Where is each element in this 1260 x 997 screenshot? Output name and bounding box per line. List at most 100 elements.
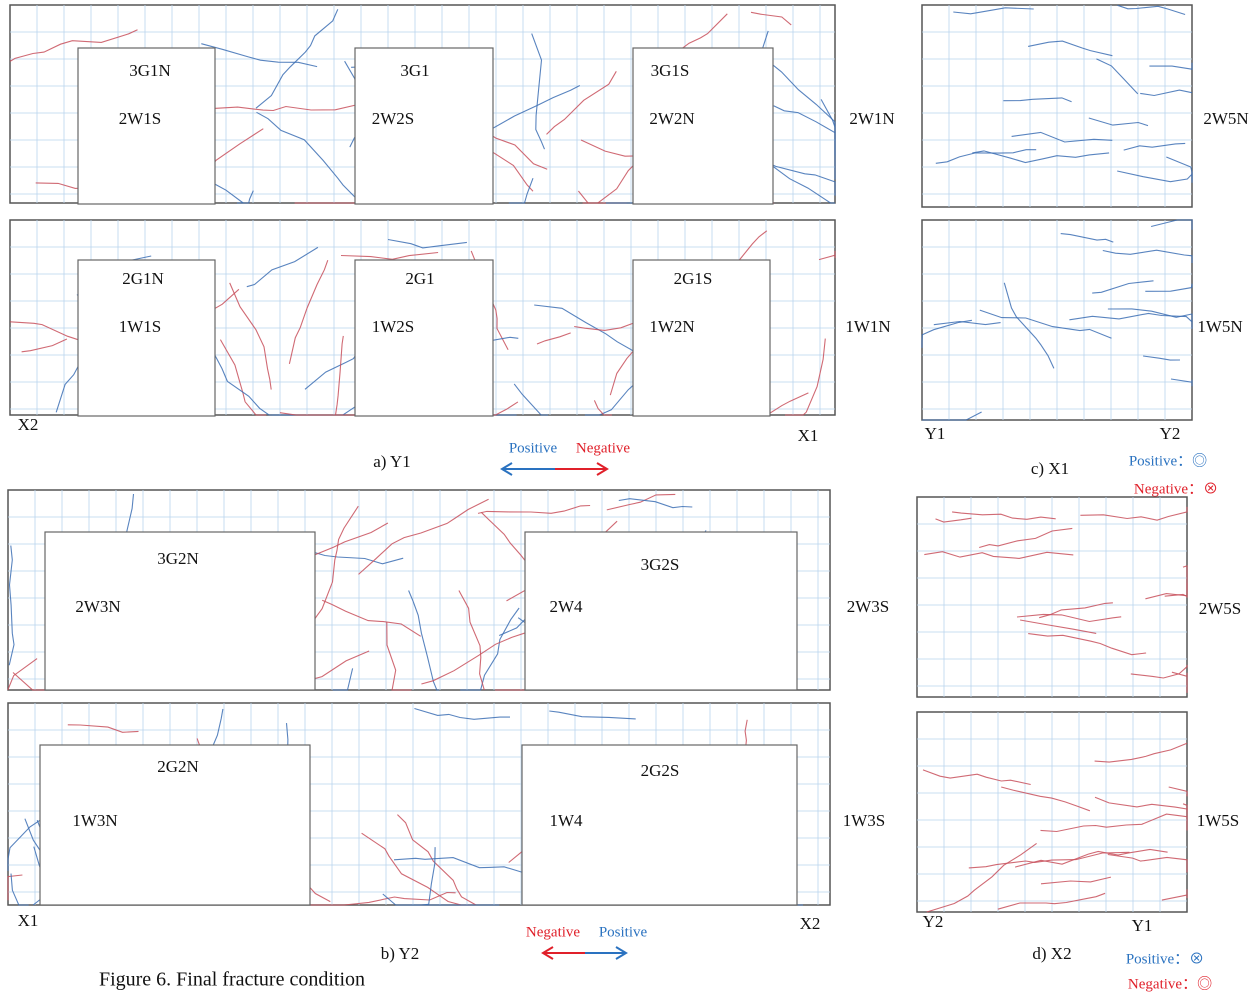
crack	[513, 383, 549, 416]
label: X1	[798, 426, 819, 445]
label: 2W5N	[1203, 109, 1248, 128]
label: 2W2N	[649, 109, 694, 128]
label: 2W4	[549, 597, 583, 616]
crack	[1130, 664, 1188, 679]
crack	[1016, 613, 1122, 623]
label: 1W3N	[72, 811, 117, 830]
crack	[531, 33, 546, 150]
label: Y1	[925, 424, 946, 443]
crack	[997, 892, 1106, 910]
crack	[1096, 58, 1139, 95]
label: 2W1S	[119, 109, 162, 128]
label: 1W3S	[843, 811, 886, 830]
legend-positive: Positive：⊗	[1126, 951, 1204, 967]
crack	[1088, 117, 1149, 127]
crack	[236, 190, 254, 204]
crack	[618, 498, 693, 509]
label: Y1	[1132, 916, 1153, 935]
crack	[358, 498, 489, 575]
crack	[1020, 619, 1097, 634]
crack	[10, 873, 29, 906]
label: 1W1N	[845, 317, 890, 336]
crack	[387, 238, 467, 249]
crack	[408, 590, 440, 691]
crack	[546, 71, 617, 135]
opening	[632, 259, 771, 417]
openings	[39, 47, 798, 906]
crack	[1003, 97, 1072, 103]
crack	[1161, 889, 1188, 901]
crack	[397, 814, 477, 906]
label: 2G1N	[122, 269, 164, 288]
crack	[288, 260, 329, 365]
crack	[306, 891, 456, 906]
crack	[773, 105, 836, 134]
crack	[953, 7, 1034, 15]
crack	[933, 320, 1001, 326]
label: 2G2N	[157, 757, 199, 776]
crack	[508, 178, 534, 204]
label: 3G2N	[157, 549, 199, 568]
label: 2G2S	[641, 761, 680, 780]
crack	[1117, 4, 1186, 16]
crack	[255, 9, 339, 109]
label: 3G1	[400, 61, 429, 80]
crack	[1164, 593, 1188, 598]
crack	[477, 504, 591, 514]
crack	[414, 707, 510, 720]
crack	[1107, 853, 1188, 873]
label: X2	[18, 415, 39, 434]
crack	[926, 842, 1037, 913]
opening	[77, 47, 216, 205]
crack	[979, 309, 1112, 339]
crack	[674, 13, 728, 55]
label: 1W1S	[119, 317, 162, 336]
crack	[1039, 602, 1113, 619]
crack	[1040, 813, 1188, 833]
opening	[632, 47, 774, 205]
crack	[7, 874, 23, 901]
crack	[1102, 249, 1193, 263]
crack	[1027, 40, 1113, 57]
caption: c) X1	[1031, 459, 1069, 478]
crack	[921, 319, 972, 348]
crack	[935, 149, 1037, 164]
crack	[246, 246, 319, 288]
crack	[334, 335, 344, 416]
label: 2W2S	[372, 109, 415, 128]
crack	[593, 400, 612, 416]
crack	[361, 832, 471, 906]
opening	[39, 744, 311, 906]
crack	[1107, 308, 1193, 329]
label: 2G1S	[674, 269, 713, 288]
crack	[1011, 131, 1113, 143]
caption: b) Y2	[381, 944, 420, 963]
crack	[770, 164, 835, 204]
crack	[219, 339, 267, 416]
crack	[1143, 355, 1181, 361]
crack	[1001, 786, 1091, 812]
figure-caption: Figure 6. Final fracture condition	[99, 969, 365, 991]
crack	[340, 251, 439, 260]
label: 1W2S	[372, 317, 415, 336]
label: 2G1	[405, 269, 434, 288]
crack	[818, 250, 836, 261]
label: 3G2S	[641, 555, 680, 574]
label: Y2	[1160, 424, 1181, 443]
crack	[213, 100, 372, 112]
label: Y2	[923, 912, 944, 931]
label: 2W3N	[75, 597, 120, 616]
crack	[386, 622, 412, 691]
crack	[9, 29, 138, 62]
label: 2W1N	[849, 109, 894, 128]
crack	[935, 517, 972, 523]
direction-arrow	[500, 462, 609, 476]
crack	[1168, 786, 1188, 797]
crack	[1040, 876, 1112, 885]
crack	[458, 590, 485, 691]
label: X1	[18, 911, 39, 930]
crack	[460, 607, 520, 691]
crack	[979, 527, 1073, 549]
label: 1W5N	[1197, 317, 1242, 336]
crack	[7, 658, 38, 690]
